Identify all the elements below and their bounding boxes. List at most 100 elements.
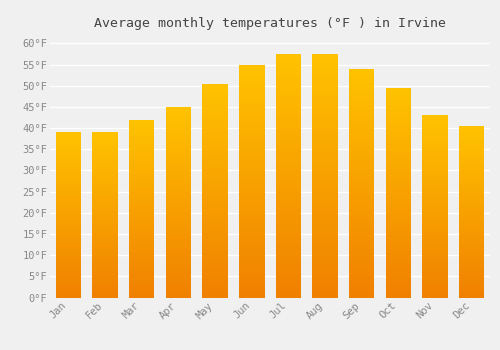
Bar (92, 163, 118, 166)
Bar (56, 143, 81, 145)
Bar (166, 188, 191, 190)
Bar (349, 192, 374, 195)
Bar (459, 233, 484, 235)
Bar (129, 186, 154, 189)
Bar (422, 216, 448, 218)
Bar (92, 242, 118, 244)
Bar (459, 195, 484, 197)
Bar (166, 135, 191, 138)
Bar (56, 147, 81, 149)
Bar (459, 240, 484, 242)
Bar (56, 172, 81, 174)
Bar (166, 219, 191, 221)
Bar (386, 169, 411, 172)
Bar (276, 197, 301, 200)
Bar (166, 159, 191, 162)
Bar (276, 112, 301, 115)
Bar (312, 194, 338, 197)
Bar (459, 227, 484, 229)
Bar (276, 167, 301, 170)
Bar (459, 182, 484, 184)
Bar (312, 154, 338, 158)
Bar (386, 125, 411, 127)
Bar (202, 86, 228, 89)
Bar (202, 105, 228, 108)
Bar (459, 208, 484, 210)
Bar (276, 215, 301, 218)
Bar (92, 244, 118, 246)
Bar (386, 193, 411, 195)
Bar (276, 93, 301, 97)
Bar (202, 273, 228, 276)
Bar (349, 258, 374, 260)
Bar (56, 151, 81, 153)
Bar (202, 279, 228, 281)
Bar (312, 292, 338, 294)
Bar (129, 215, 154, 217)
Bar (166, 214, 191, 217)
Bar (276, 82, 301, 84)
Bar (239, 207, 264, 210)
Bar (312, 100, 338, 103)
Bar (386, 151, 411, 153)
Bar (166, 140, 191, 143)
Bar (56, 250, 81, 252)
Bar (239, 134, 264, 138)
Bar (312, 93, 338, 97)
Bar (129, 262, 154, 264)
Bar (202, 126, 228, 129)
Bar (239, 236, 264, 239)
Bar (276, 60, 301, 63)
Bar (166, 224, 191, 226)
Bar (459, 190, 484, 192)
Bar (422, 177, 448, 179)
Bar (129, 253, 154, 255)
Bar (349, 269, 374, 272)
Bar (422, 163, 448, 166)
Bar (386, 182, 411, 185)
Bar (129, 166, 154, 169)
Bar (239, 132, 264, 134)
Bar (92, 169, 118, 172)
Bar (312, 264, 338, 267)
Bar (239, 97, 264, 99)
Bar (239, 161, 264, 163)
Bar (202, 129, 228, 132)
Bar (166, 259, 191, 262)
Bar (166, 283, 191, 286)
Bar (422, 234, 448, 236)
Bar (276, 185, 301, 188)
Bar (239, 222, 264, 225)
Bar (386, 201, 411, 203)
Bar (129, 169, 154, 171)
Bar (202, 220, 228, 223)
Bar (459, 265, 484, 267)
Bar (166, 174, 191, 176)
Bar (459, 177, 484, 180)
Bar (276, 63, 301, 66)
Bar (202, 167, 228, 169)
Bar (276, 279, 301, 282)
Bar (349, 138, 374, 140)
Bar (422, 170, 448, 172)
Bar (239, 123, 264, 126)
Bar (312, 57, 338, 60)
Bar (386, 117, 411, 119)
Bar (129, 244, 154, 246)
Bar (422, 236, 448, 238)
Bar (92, 132, 118, 134)
Bar (92, 176, 118, 178)
Bar (349, 172, 374, 175)
Bar (276, 264, 301, 267)
Bar (166, 290, 191, 293)
Bar (56, 252, 81, 254)
Bar (276, 292, 301, 294)
Bar (459, 135, 484, 137)
Bar (92, 223, 118, 225)
Bar (129, 280, 154, 282)
Bar (422, 122, 448, 125)
Bar (202, 257, 228, 260)
Bar (349, 215, 374, 217)
Bar (459, 293, 484, 295)
Bar (56, 196, 81, 198)
